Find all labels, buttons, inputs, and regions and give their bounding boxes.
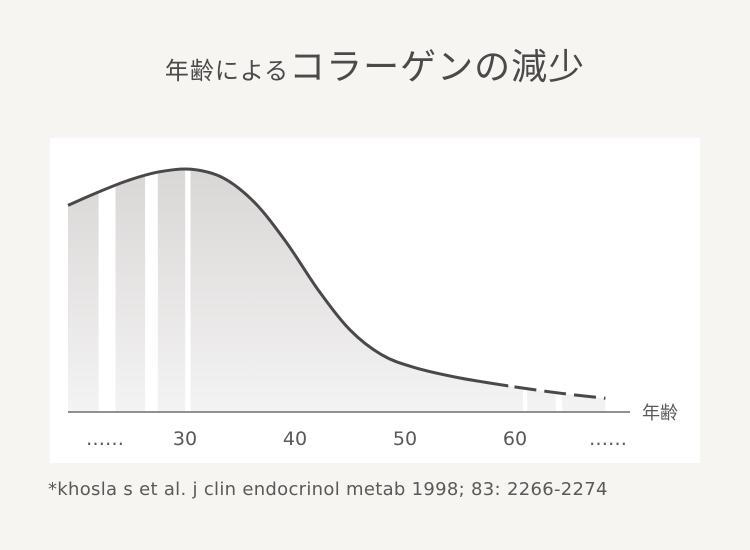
x-tick-label: 50: [393, 428, 417, 450]
chart-gap-band: [145, 138, 158, 412]
x-tick-label: ……: [86, 428, 124, 450]
chart-gap-band: [98, 138, 116, 412]
x-tick-label: 60: [503, 428, 527, 450]
title-part-1: 年齢による: [164, 57, 290, 85]
collagen-curve-solid: [67, 167, 509, 388]
chart-panel: 年齢 …… 30 40 50 60 ……: [50, 138, 700, 463]
chart-gap-band: [185, 138, 191, 412]
x-axis-label: 年齢: [642, 403, 678, 424]
chart-gap-band: [523, 338, 528, 412]
x-tick-label: 30: [173, 428, 197, 450]
title-part-2: コラーゲンの減少: [289, 47, 586, 88]
x-tick-label: ……: [589, 428, 627, 450]
source-note: *khosla s et al. j clin endocrinol metab…: [48, 479, 608, 500]
collagen-decline-chart: 年齢 …… 30 40 50 60 ……: [67, 138, 678, 450]
chart-title: 年齢によるコラーゲンの減少: [0, 38, 750, 90]
collagen-area: [68, 168, 606, 412]
chart-gap-band: [555, 338, 563, 412]
x-tick-label: 40: [283, 428, 307, 450]
